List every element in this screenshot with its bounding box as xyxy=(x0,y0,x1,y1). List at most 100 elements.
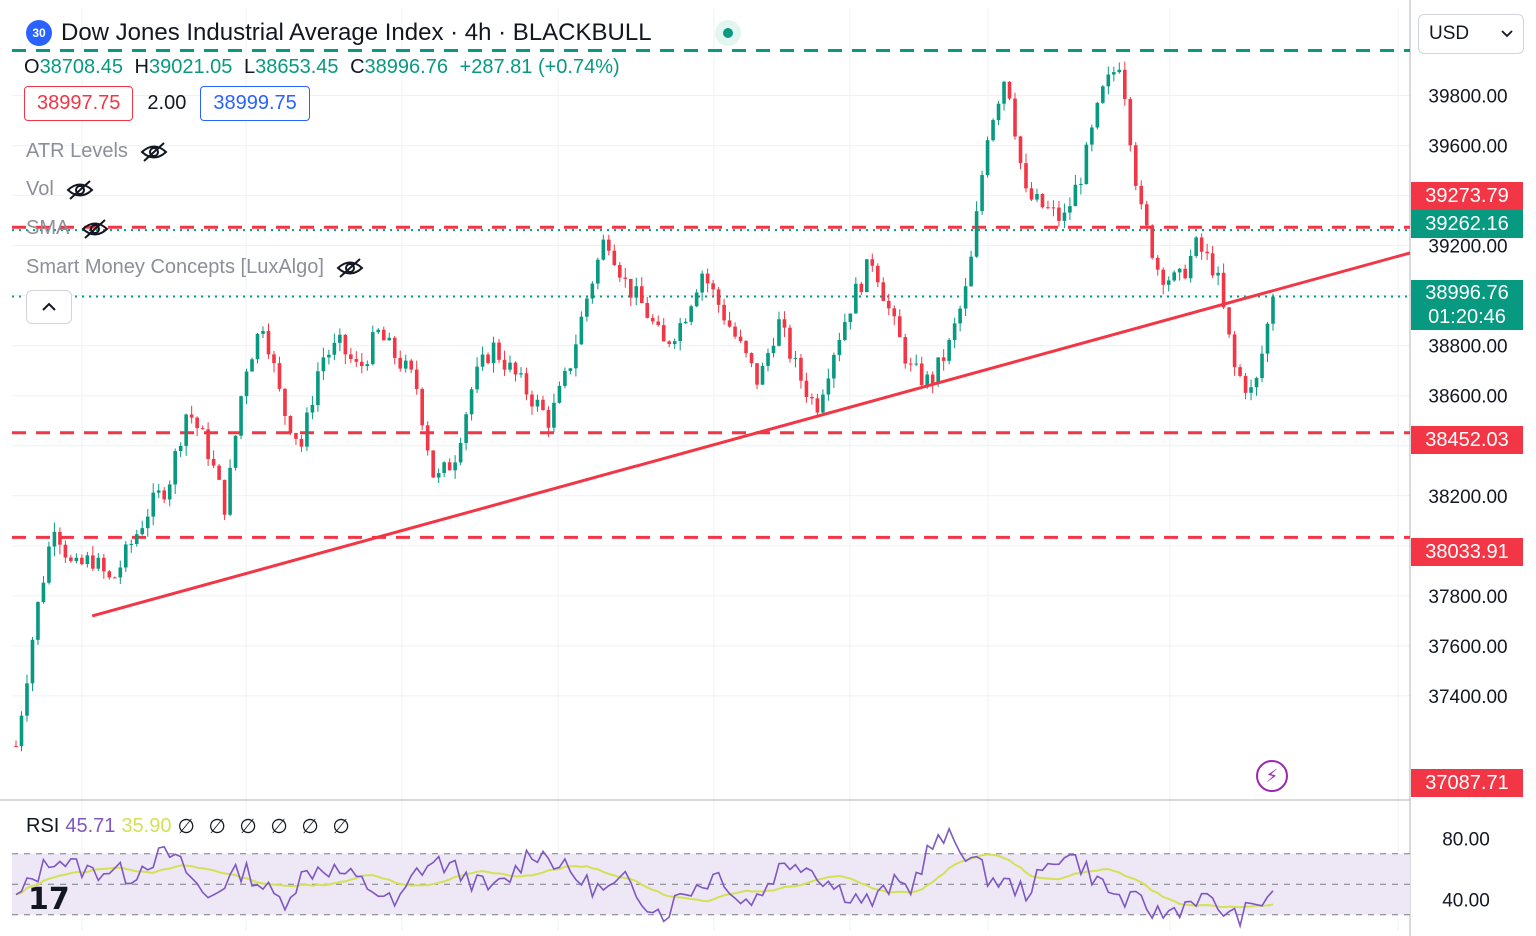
candle-body xyxy=(1057,207,1061,221)
candle-body xyxy=(381,329,386,341)
candle-body xyxy=(1210,253,1215,276)
candle-body xyxy=(519,373,523,375)
candle-body xyxy=(1095,102,1100,128)
candle-body xyxy=(700,273,704,293)
candle-body xyxy=(919,363,924,385)
candle-body xyxy=(892,308,897,317)
candle-body xyxy=(305,412,309,447)
rsi-tick-label: 80.00 xyxy=(1442,830,1490,851)
candle-body xyxy=(788,327,792,359)
candle-body xyxy=(815,398,820,413)
candle-body xyxy=(222,479,227,515)
candle-body xyxy=(557,385,562,403)
candle-body xyxy=(30,639,35,684)
indicator-smart-money-concepts[interactable]: Smart Money Concepts [LuxAlgo] xyxy=(26,256,364,279)
candle-body xyxy=(19,715,24,747)
candle-body xyxy=(338,334,342,343)
candle-body xyxy=(102,557,106,572)
candle-body xyxy=(870,259,875,266)
candle-body xyxy=(881,282,886,301)
candle-body xyxy=(167,484,172,500)
candle-body xyxy=(184,414,188,446)
candle-body xyxy=(661,325,666,342)
candle-body xyxy=(760,365,765,385)
y-tick-label: 37400.00 xyxy=(1428,687,1507,708)
candle-body xyxy=(244,371,249,397)
candle-body xyxy=(568,368,573,371)
rsi-null-values: ∅ ∅ ∅ ∅ ∅ ∅ xyxy=(177,816,354,838)
candle-body xyxy=(1227,307,1231,335)
candle-body xyxy=(239,396,243,436)
eye-off-icon[interactable] xyxy=(140,141,168,163)
candle-body xyxy=(332,342,337,355)
candle-body xyxy=(683,321,688,324)
candle-body xyxy=(596,259,600,284)
candle-body xyxy=(228,467,232,515)
candle-body xyxy=(524,373,529,395)
candle-body xyxy=(777,319,781,346)
candle-body xyxy=(1221,272,1226,308)
price-tag-38452: 38452.03 xyxy=(1411,426,1523,454)
candle-body xyxy=(1046,207,1050,209)
candle-body xyxy=(497,342,501,360)
lightning-icon[interactable]: ⚡ xyxy=(1256,760,1288,792)
candle-body xyxy=(645,303,650,318)
last-price-tag: 38996.76 01:20:46 xyxy=(1411,280,1523,330)
candle-body xyxy=(360,361,364,367)
indicator-atr-levels[interactable]: ATR Levels xyxy=(26,140,168,163)
candle-body xyxy=(1216,272,1220,276)
candle-body xyxy=(1084,144,1089,185)
indicator-sma[interactable]: SMA xyxy=(26,217,109,240)
tradingview-logo-icon[interactable]: 17 xyxy=(28,882,70,917)
candle-body xyxy=(80,557,84,565)
indicator-label: ATR Levels xyxy=(26,140,128,162)
candle-body xyxy=(1265,323,1270,354)
eye-off-icon[interactable] xyxy=(336,257,364,279)
candle-body xyxy=(656,321,661,326)
symbol-badge[interactable]: 30 xyxy=(26,20,52,46)
candle-body xyxy=(1018,136,1023,164)
market-status-indicator[interactable] xyxy=(715,20,741,46)
candle-body xyxy=(74,557,79,562)
rsi-ma-line xyxy=(15,853,1274,909)
indicator-vol[interactable]: Vol xyxy=(26,178,94,201)
close-label: C xyxy=(350,56,365,78)
candle-body xyxy=(233,435,238,468)
buy-button[interactable]: 38999.75 xyxy=(200,86,310,121)
candle-body xyxy=(195,417,199,429)
candle-body xyxy=(908,363,913,365)
sell-button[interactable]: 38997.75 xyxy=(24,86,134,121)
candle-body xyxy=(799,357,803,381)
candle-body xyxy=(1040,193,1045,208)
candle-body xyxy=(1243,375,1248,393)
symbol-title[interactable]: Dow Jones Industrial Average Index · 4h … xyxy=(61,19,652,46)
candle-body xyxy=(113,577,117,579)
candle-body xyxy=(129,543,134,545)
change-value: +287.81 (+0.74%) xyxy=(459,56,620,78)
currency-select[interactable]: USD xyxy=(1418,14,1524,54)
candle-body xyxy=(414,369,419,390)
candle-body xyxy=(733,326,737,337)
candle-body xyxy=(36,602,40,640)
candle-body xyxy=(453,462,457,471)
candle-body xyxy=(1172,272,1176,281)
eye-off-icon[interactable] xyxy=(81,218,109,240)
candle-body xyxy=(513,362,518,375)
candle-body xyxy=(711,283,715,290)
candle-body xyxy=(354,359,359,362)
candle-body xyxy=(398,357,403,369)
candle-body xyxy=(1106,74,1111,87)
candle-body xyxy=(343,334,348,355)
candle-body xyxy=(952,323,957,341)
candle-body xyxy=(250,359,254,372)
candle-body xyxy=(991,120,995,141)
collapse-legend-button[interactable] xyxy=(26,290,72,324)
rsi-legend[interactable]: RSI 45.71 35.90 ∅ ∅ ∅ ∅ ∅ ∅ xyxy=(26,814,354,839)
candle-body xyxy=(200,428,205,430)
y-tick-label: 39200.00 xyxy=(1428,237,1507,258)
candle-body xyxy=(1188,255,1193,279)
candle-body xyxy=(749,353,754,364)
eye-off-icon[interactable] xyxy=(66,179,94,201)
chevron-up-icon xyxy=(42,302,56,311)
